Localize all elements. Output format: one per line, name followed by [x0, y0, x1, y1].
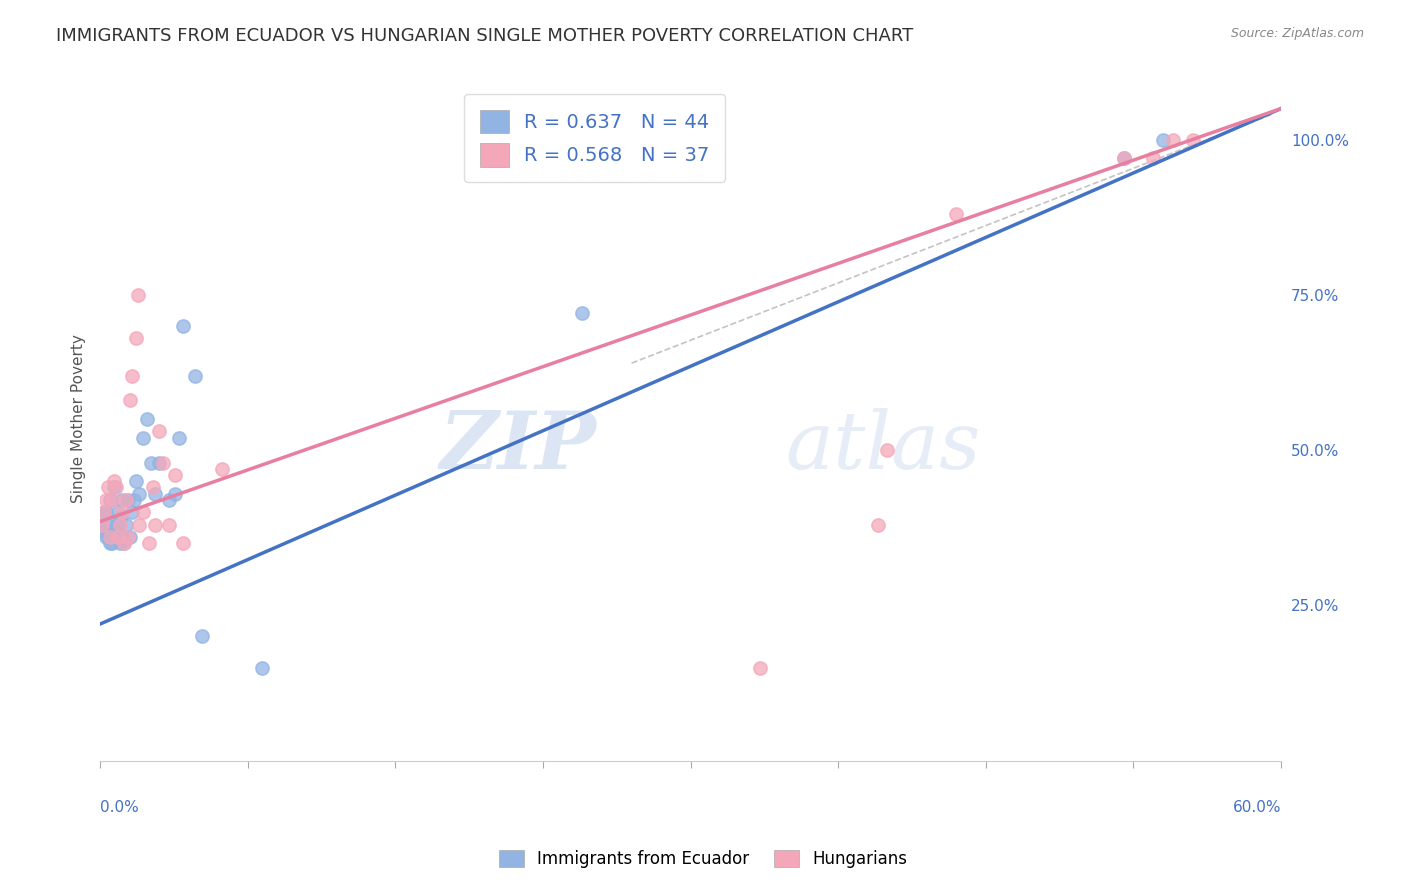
Point [103, 480, 125, 494]
Point [98, 492, 121, 507]
Point [211, 461, 233, 475]
Point [108, 517, 131, 532]
Y-axis label: Single Mother Poverty: Single Mother Poverty [72, 334, 86, 503]
Point [163, 486, 186, 500]
Point [103, 474, 125, 488]
Point [124, 474, 146, 488]
Point [98, 530, 121, 544]
Point [172, 536, 194, 550]
Point [104, 480, 127, 494]
Point [98, 536, 121, 550]
Legend: R = 0.637   N = 44, R = 0.568   N = 37: R = 0.637 N = 44, R = 0.568 N = 37 [464, 94, 725, 182]
Point [114, 492, 136, 507]
Point [94, 492, 117, 507]
Point [101, 530, 124, 544]
Point [571, 306, 593, 320]
Point [93, 505, 115, 519]
Text: 60.0%: 60.0% [1233, 799, 1281, 814]
Point [132, 505, 155, 519]
Point [91, 517, 114, 532]
Point [104, 530, 127, 544]
Point [91, 517, 114, 532]
Point [111, 505, 134, 519]
Point [250, 660, 273, 674]
Point [172, 318, 194, 333]
Point [157, 517, 180, 532]
Point [124, 331, 146, 345]
Point [163, 467, 186, 482]
Point [121, 368, 143, 383]
Point [118, 393, 141, 408]
Point [108, 511, 131, 525]
Point [101, 492, 124, 507]
Point [127, 288, 149, 302]
Point [93, 505, 115, 519]
Point [148, 425, 170, 439]
Point [152, 456, 174, 470]
Point [117, 492, 139, 507]
Point [121, 505, 143, 519]
Point [112, 536, 135, 550]
Point [141, 456, 163, 470]
Point [107, 530, 129, 544]
Text: atlas: atlas [785, 408, 980, 485]
Point [945, 207, 967, 221]
Point [143, 517, 166, 532]
Point [866, 517, 889, 532]
Point [143, 486, 166, 500]
Point [97, 530, 120, 544]
Text: ZIP: ZIP [439, 408, 596, 485]
Point [191, 630, 214, 644]
Point [107, 517, 129, 532]
Point [118, 530, 141, 544]
Point [111, 530, 134, 544]
Point [128, 486, 150, 500]
Point [94, 505, 117, 519]
Point [167, 431, 190, 445]
Point [1161, 132, 1184, 146]
Point [117, 530, 139, 544]
Point [104, 517, 127, 532]
Point [94, 530, 117, 544]
Point [748, 660, 770, 674]
Point [112, 536, 135, 550]
Point [97, 480, 120, 494]
Point [136, 412, 159, 426]
Point [97, 517, 120, 532]
Point [111, 492, 134, 507]
Point [101, 536, 124, 550]
Point [876, 443, 898, 458]
Legend: Immigrants from Ecuador, Hungarians: Immigrants from Ecuador, Hungarians [492, 843, 914, 875]
Point [148, 456, 170, 470]
Point [103, 524, 125, 538]
Point [132, 431, 155, 445]
Point [128, 517, 150, 532]
Point [1112, 151, 1135, 165]
Point [114, 517, 136, 532]
Point [108, 536, 131, 550]
Point [1181, 132, 1204, 146]
Text: 0.0%: 0.0% [100, 799, 139, 814]
Point [122, 492, 145, 507]
Point [157, 492, 180, 507]
Text: IMMIGRANTS FROM ECUADOR VS HUNGARIAN SINGLE MOTHER POVERTY CORRELATION CHART: IMMIGRANTS FROM ECUADOR VS HUNGARIAN SIN… [56, 27, 914, 45]
Point [93, 524, 115, 538]
Text: Source: ZipAtlas.com: Source: ZipAtlas.com [1230, 27, 1364, 40]
Point [1112, 151, 1135, 165]
Point [183, 368, 205, 383]
Point [142, 480, 165, 494]
Point [138, 536, 160, 550]
Point [1142, 151, 1164, 165]
Point [1152, 132, 1174, 146]
Point [107, 505, 129, 519]
